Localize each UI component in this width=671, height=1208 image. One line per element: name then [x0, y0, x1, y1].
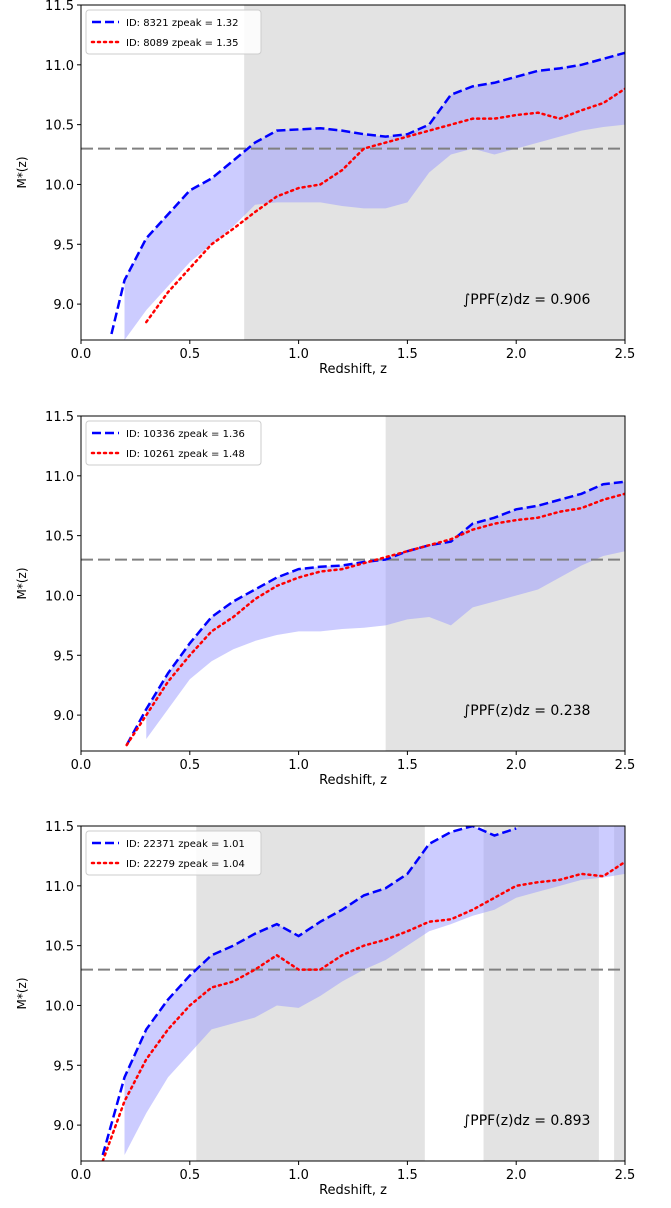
uncertainty-band: [146, 481, 625, 740]
x-tick-label: 1.5: [397, 758, 418, 773]
x-axis-label: Redshift, z: [319, 362, 387, 377]
y-tick-label: 9.0: [53, 298, 74, 313]
y-tick-label: 9.5: [53, 649, 74, 664]
y-axis-label: M*(z): [15, 156, 29, 188]
y-tick-label: 9.0: [53, 1119, 74, 1134]
series-line: [101, 826, 517, 1156]
y-tick-label: 10.5: [45, 530, 74, 545]
panel: 0.0 0.5 1.0 1.5 2.0 2.5 9.0 9.5 10.0 10.5 11.0 11.5…: [15, 0, 635, 377]
legend: ID: 10336 zpeak = 1.36 ID: 10261 zpeak = …: [85, 420, 262, 466]
annotation: ∫PPF(z)dz = 0.893: [463, 1113, 590, 1129]
x-tick-label: 0.0: [71, 347, 92, 362]
panel: 0.0 0.5 1.0 1.5 2.0 2.5 9.0 9.5 10.0 10.5 11.0 11.5…: [15, 410, 635, 788]
legend: ID: 8321 zpeak = 1.32 ID: 8089 zpeak = 1.…: [85, 9, 262, 55]
x-tick-label: 1.0: [288, 758, 309, 773]
y-tick-label: 9.5: [53, 1059, 74, 1074]
legend-label: ID: 10336 zpeak = 1.36: [126, 429, 245, 440]
series-line: [101, 860, 625, 1161]
y-tick-label: 11.5: [45, 410, 74, 425]
y-tick-label: 10.0: [45, 589, 74, 604]
annotation: ∫PPF(z)dz = 0.906: [463, 292, 591, 308]
annotation: ∫PPF(z)dz = 0.238: [463, 703, 590, 719]
y-tick-label: 9.0: [53, 709, 74, 724]
x-tick-label: 1.0: [288, 347, 309, 362]
x-tick-label: 2.5: [615, 347, 636, 362]
plot-area: [81, 5, 625, 340]
y-tick-label: 11.0: [45, 880, 74, 895]
x-tick-label: 2.5: [615, 758, 636, 773]
y-axis-label: M*(z): [15, 977, 29, 1009]
plot-area: [81, 416, 625, 751]
y-tick-label: 9.5: [53, 238, 74, 253]
legend-box: [85, 420, 262, 466]
legend-box: [85, 830, 262, 876]
y-tick-label: 10.5: [45, 119, 74, 134]
y-tick-label: 10.0: [45, 178, 74, 193]
legend-label: ID: 8089 zpeak = 1.35: [126, 38, 239, 49]
legend-label: ID: 22279 zpeak = 1.04: [126, 859, 245, 870]
legend-label: ID: 8321 zpeak = 1.32: [126, 18, 239, 29]
panel: 0.0 0.5 1.0 1.5 2.0 2.5 9.0 9.5 10.0 10.5 11.0 11.5…: [15, 820, 636, 1198]
series-line: [125, 492, 625, 747]
y-tick-label: 11.5: [45, 820, 74, 835]
legend-box: [85, 9, 262, 55]
x-tick-label: 2.0: [506, 1168, 527, 1183]
y-tick-label: 11.0: [45, 470, 74, 485]
y-tick-label: 10.0: [45, 999, 74, 1014]
x-axis-label: Redshift, z: [319, 773, 387, 788]
x-tick-label: 0.0: [71, 1168, 92, 1183]
x-tick-label: 1.5: [397, 347, 418, 362]
x-tick-label: 0.5: [179, 1168, 200, 1183]
plot-area: [81, 826, 625, 1161]
legend-label: ID: 22371 zpeak = 1.01: [126, 839, 245, 850]
x-tick-label: 1.0: [288, 1168, 309, 1183]
legend-label: ID: 10261 zpeak = 1.48: [126, 449, 245, 460]
x-tick-label: 0.5: [179, 758, 200, 773]
axes-frame: [80, 825, 626, 1162]
y-axis-label: M*(z): [15, 567, 29, 599]
x-tick-label: 1.5: [397, 1168, 418, 1183]
x-tick-label: 0.0: [71, 758, 92, 773]
x-tick-label: 2.0: [506, 347, 527, 362]
y-tick-label: 11.5: [45, 0, 74, 14]
axes-frame: [80, 415, 626, 752]
x-tick-label: 2.5: [615, 1168, 636, 1183]
x-tick-label: 0.5: [179, 347, 200, 362]
x-tick-label: 2.0: [506, 758, 527, 773]
y-tick-label: 10.5: [45, 940, 74, 955]
uncertainty-band: [124, 52, 625, 340]
y-tick-label: 11.0: [45, 59, 74, 74]
shaded-region: [614, 826, 625, 1161]
series-line: [145, 87, 625, 324]
legend: ID: 22371 zpeak = 1.01 ID: 22279 zpeak = …: [85, 830, 262, 876]
x-axis-label: Redshift, z: [319, 1183, 387, 1198]
axes-frame: [80, 4, 626, 341]
